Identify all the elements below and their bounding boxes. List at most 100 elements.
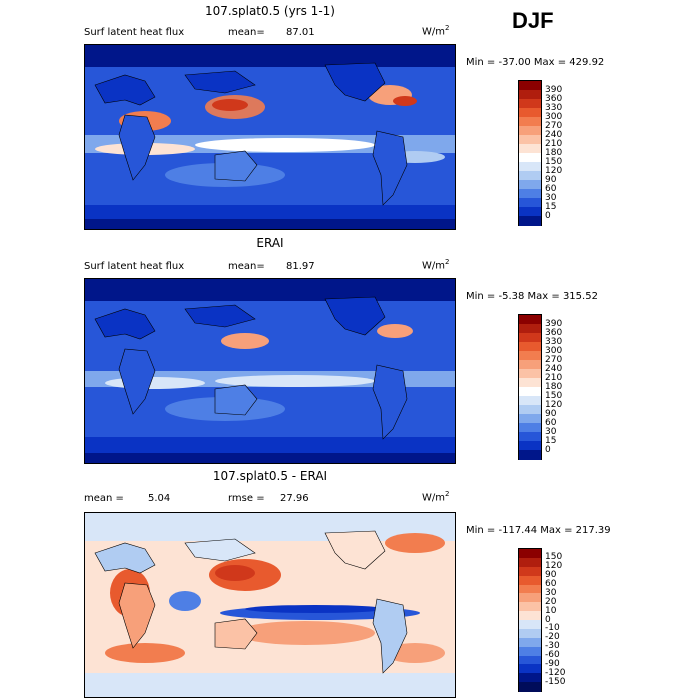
colorbar-swatch xyxy=(519,108,541,118)
panel-2-range: Min = -5.38 Max = 315.52 xyxy=(466,291,598,302)
panel-1-title: 107.splat0.5 (yrs 1-1) xyxy=(205,4,335,18)
colorbar-swatch xyxy=(519,673,541,683)
colorbar-tick-label: -20 xyxy=(545,632,560,643)
panel-2-title: ERAI xyxy=(256,236,284,250)
colorbar-tick-label: 180 xyxy=(545,147,563,158)
colorbar-swatch xyxy=(519,405,541,415)
panel-3-mean-label: mean = xyxy=(84,493,124,504)
colorbar-swatch xyxy=(519,153,541,163)
colorbar-swatch xyxy=(519,575,541,585)
season-label: DJF xyxy=(512,8,554,33)
colorbar-swatch xyxy=(519,324,541,334)
colorbar-tick-label: 300 xyxy=(545,111,563,122)
colorbar-swatch xyxy=(519,620,541,630)
panel-1-map xyxy=(84,44,456,230)
colorbar-swatch xyxy=(519,584,541,594)
colorbar-tick-label: 390 xyxy=(545,318,563,329)
colorbar-tick-label: 15 xyxy=(545,201,557,212)
colorbar-swatch xyxy=(519,162,541,172)
colorbar-swatch xyxy=(519,171,541,181)
colorbar-swatch xyxy=(519,126,541,136)
colorbar-swatch xyxy=(519,360,541,370)
colorbar-tick-label: 240 xyxy=(545,129,563,140)
panel-1-colorbar: 390 360 330 300 270 240 210 180 150 120 90 60 30 15 0 xyxy=(518,80,562,226)
colorbar-swatch xyxy=(519,207,541,217)
colorbar-tick-label: 270 xyxy=(545,354,563,365)
colorbar-tick-label: -150 xyxy=(545,676,566,687)
panel-2-field xyxy=(85,279,455,463)
colorbar-tick-label: 90 xyxy=(545,570,557,581)
colorbar-tick-label: -90 xyxy=(545,658,560,669)
colorbar-tick-label: 180 xyxy=(545,381,563,392)
colorbar-swatch xyxy=(519,646,541,656)
colorbar-tick-label: 30 xyxy=(545,587,557,598)
colorbar-swatch xyxy=(519,396,541,406)
panel-2-map xyxy=(84,278,456,464)
colorbar-swatch xyxy=(519,216,541,226)
panel-1-variable-label: Surf latent heat flux xyxy=(84,27,185,38)
colorbar-swatch xyxy=(519,450,541,460)
panel-3-colorbar: 150 120 90 60 30 20 10 0 -10 -20 -30 -60 -90 -120 -150 xyxy=(518,548,565,692)
panel-1-mean-value: 87.01 xyxy=(286,27,315,38)
colorbar-tick-label: 330 xyxy=(545,336,563,347)
colorbar-swatch xyxy=(519,180,541,190)
colorbar-tick-label: 60 xyxy=(545,417,557,428)
colorbar-tick-label: 90 xyxy=(545,174,557,185)
colorbar-swatch xyxy=(519,315,541,325)
panel-3-map xyxy=(84,512,456,698)
colorbar-swatch xyxy=(519,611,541,621)
panel-2-mean-label: mean= xyxy=(228,261,265,272)
colorbar-tick-label: -30 xyxy=(545,641,560,652)
colorbar-swatch xyxy=(519,664,541,674)
panel-1-field xyxy=(85,45,455,229)
colorbar-tick-label: 300 xyxy=(545,345,563,356)
colorbar-swatch xyxy=(519,90,541,100)
colorbar-tick-label: 20 xyxy=(545,596,557,607)
colorbar-swatch xyxy=(519,414,541,424)
colorbar-tick-label: 240 xyxy=(545,363,563,374)
panel-3-title: 107.splat0.5 - ERAI xyxy=(212,469,328,483)
colorbar-tick-label: 390 xyxy=(545,84,563,95)
colorbar-swatch xyxy=(519,387,541,397)
panel-3-rmse-label: rmse = xyxy=(228,493,265,504)
colorbar-tick-label: 90 xyxy=(545,408,557,419)
panel-2-units: W/m2 xyxy=(422,258,450,272)
panel-2-variable-label: Surf latent heat flux xyxy=(84,261,185,272)
panel-1-range: Min = -37.00 Max = 429.92 xyxy=(466,57,605,68)
colorbar-tick-label: 120 xyxy=(545,399,563,410)
colorbar-tick-label: 210 xyxy=(545,372,563,383)
panel-2-mean-value: 81.97 xyxy=(286,261,315,272)
panel-1-units: W/m2 xyxy=(422,24,450,38)
colorbar-tick-label: 30 xyxy=(545,192,557,203)
colorbar-swatch xyxy=(519,342,541,352)
colorbar-tick-label: 360 xyxy=(545,327,563,338)
colorbar-swatch xyxy=(519,637,541,648)
panel-3-mean-value: 5.04 xyxy=(148,493,171,504)
colorbar-swatch xyxy=(519,351,541,361)
colorbar-swatch xyxy=(519,99,541,109)
colorbar-tick-label: 60 xyxy=(545,183,557,194)
colorbar-swatch xyxy=(519,81,541,91)
colorbar-tick-label: 10 xyxy=(545,605,557,616)
colorbar-tick-label: 150 xyxy=(545,390,563,401)
colorbar-swatch xyxy=(519,333,541,343)
colorbar-tick-label: 0 xyxy=(545,210,551,221)
colorbar-swatch xyxy=(519,566,541,577)
colorbar-swatch xyxy=(519,549,541,559)
colorbar-tick-label: 120 xyxy=(545,165,563,176)
colorbar-swatch xyxy=(519,369,541,379)
panel-3-rmse-value: 27.96 xyxy=(280,493,309,504)
colorbar-tick-label: 60 xyxy=(545,579,557,589)
colorbar-swatch xyxy=(519,198,541,208)
colorbar-tick-label: 360 xyxy=(545,93,563,104)
colorbar-tick-label: 150 xyxy=(545,156,563,167)
panel-2-colorbar: 390 360 330 300 270 240 210 180 150 120 90 60 30 15 0 xyxy=(518,314,562,460)
colorbar-swatch xyxy=(519,144,541,154)
colorbar-swatch xyxy=(519,655,541,665)
panel-3-range: Min = -117.44 Max = 217.39 xyxy=(466,525,611,536)
panel-3-field xyxy=(85,513,455,697)
colorbar-swatch xyxy=(519,602,541,612)
colorbar-tick-label: 210 xyxy=(545,138,563,149)
colorbar-tick-label: -60 xyxy=(545,650,560,660)
colorbar-swatch xyxy=(519,682,541,692)
